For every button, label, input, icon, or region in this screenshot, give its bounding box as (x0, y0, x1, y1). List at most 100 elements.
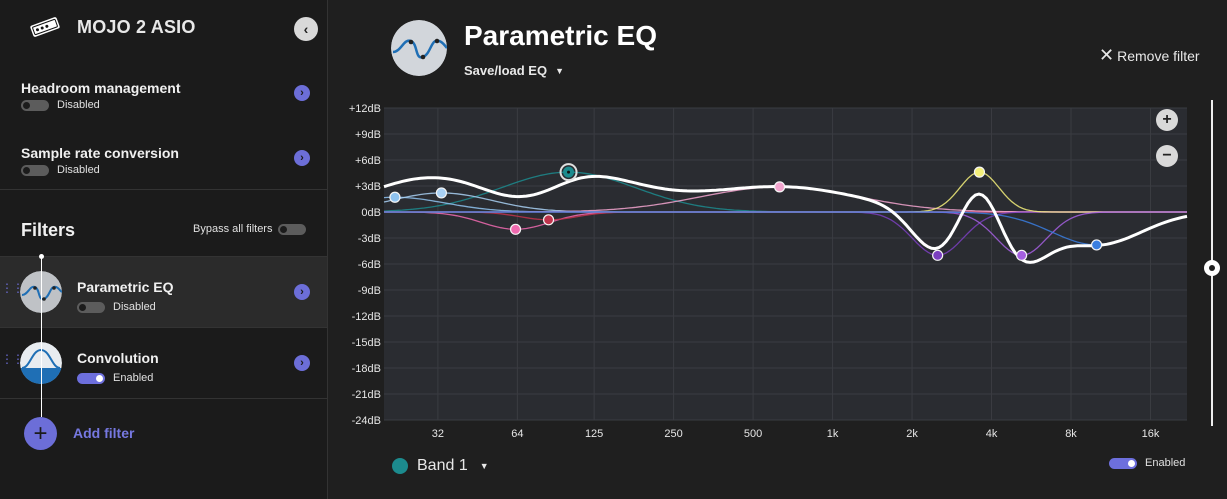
setting-headroom-management[interactable]: Headroom management Disabled (21, 80, 180, 111)
filter-toggle-row: Enabled (77, 372, 153, 384)
band-handle (389, 191, 401, 203)
band-handle (1090, 239, 1103, 251)
x-tick-label: 16k (1142, 428, 1160, 440)
x-tick-label: 32 (432, 428, 444, 440)
band-select-dropdown[interactable]: Band 1 ▼ (392, 457, 489, 475)
caret-down-icon: ▼ (555, 65, 565, 76)
filter-name: Convolution (77, 350, 159, 366)
setting-status: Disabled (57, 99, 100, 111)
x-tick-label: 64 (511, 428, 523, 440)
save-load-label: Save/load EQ (464, 63, 548, 78)
x-tick-label: 4k (986, 428, 998, 440)
y-tick-label: -18dB (352, 363, 381, 375)
y-tick-label: +9dB (355, 129, 381, 141)
eq-chart[interactable]: +12dB +9dB +6dB +3dB 0dB -3dB -6dB -9dB -12dB -15… (329, 100, 1227, 440)
band-handle (932, 249, 944, 261)
plus-icon: + (1162, 111, 1172, 128)
divider (0, 189, 327, 190)
x-tick-label: 250 (664, 428, 682, 440)
parametric-eq-chevron-right-icon[interactable]: › (294, 284, 310, 300)
filter-chain-line (41, 257, 42, 417)
filter-name: Parametric EQ (77, 279, 174, 295)
band-enabled-label: Enabled (1145, 457, 1186, 469)
x-tick-label: 2k (906, 428, 918, 440)
band-handle-selected-ring (559, 163, 578, 182)
setting-title: Headroom management (21, 80, 181, 96)
y-tick-label: +3dB (355, 181, 381, 193)
bypass-toggle[interactable] (278, 223, 307, 235)
y-tick-label: -24dB (352, 415, 381, 427)
y-tick-label: +12dB (349, 103, 381, 115)
band-handle-center (567, 170, 571, 174)
filter-status: Disabled (113, 301, 156, 313)
band-enabled-toggle[interactable] (1109, 457, 1137, 469)
convolution-chevron-right-icon[interactable]: › (294, 355, 310, 371)
bypass-label: Bypass all filters (193, 223, 273, 235)
band-select-label: Band 1 (417, 457, 468, 474)
x-tick-label: 8k (1065, 428, 1077, 440)
divider (0, 398, 327, 399)
band-handle (435, 187, 448, 199)
filter-item-parametric-eq[interactable]: ⋮⋮ Parametric EQ Disabled › (0, 257, 327, 327)
y-tick-label: -15dB (352, 337, 381, 349)
x-tick-label: 1k (827, 428, 839, 440)
zoom-out-button[interactable]: − (1156, 145, 1178, 167)
main-panel: Parametric EQ Save/load EQ ▼ ✕ Remove fi… (329, 0, 1227, 499)
setting-title: Sample rate conversion (21, 145, 179, 161)
convolution-toggle[interactable] (77, 372, 105, 384)
chevron-left-icon: ‹ (303, 21, 309, 37)
y-tick-label: -21dB (352, 389, 381, 401)
parametric-eq-icon (391, 20, 447, 76)
filter-item-convolution[interactable]: ⋮⋮ Convolution Enabled › (0, 328, 327, 398)
headroom-chevron-right-icon[interactable]: › (294, 85, 310, 101)
filter-status: Enabled (113, 372, 154, 384)
y-tick-label: +6dB (355, 155, 381, 167)
sample-rate-chevron-right-icon[interactable]: › (294, 150, 310, 166)
x-tick-label: 125 (585, 428, 603, 440)
device-logo-icon (30, 17, 60, 37)
sample-rate-toggle[interactable] (21, 164, 49, 176)
setting-sample-rate-conversion[interactable]: Sample rate conversion Disabled (21, 145, 179, 176)
band-color-dot (392, 458, 408, 474)
remove-filter-label: Remove filter (1117, 47, 1200, 64)
divider (0, 256, 327, 257)
plus-icon: + (33, 419, 48, 447)
band-curve (384, 211, 1188, 246)
save-load-eq-dropdown[interactable]: Save/load EQ ▼ (464, 63, 564, 78)
band-handle (1016, 249, 1028, 261)
headroom-toggle[interactable] (21, 99, 49, 111)
setting-status: Disabled (57, 164, 100, 176)
caret-down-icon: ▼ (479, 461, 489, 471)
drag-handle-icon[interactable]: ⋮⋮ (1, 352, 24, 366)
parametric-eq-toggle[interactable] (77, 301, 105, 313)
band-handle (973, 166, 986, 178)
zoom-in-button[interactable]: + (1156, 109, 1178, 131)
page-title: Parametric EQ (464, 20, 657, 51)
bypass-all-filters[interactable]: Bypass all filters (193, 223, 307, 235)
gain-slider-handle[interactable] (1204, 260, 1220, 276)
band-handle (509, 223, 522, 235)
y-tick-label: 0dB (361, 207, 381, 219)
band-handle (542, 214, 555, 226)
y-tick-label: -6dB (358, 259, 381, 271)
collapse-sidebar-button[interactable]: ‹ (294, 17, 318, 41)
filter-toggle-row: Disabled (77, 301, 156, 313)
add-filter-button[interactable]: + (24, 417, 57, 450)
minus-icon: − (1162, 147, 1172, 164)
divider (0, 327, 327, 328)
device-title: MOJO 2 ASIO (77, 17, 196, 37)
x-tick-label: 500 (744, 428, 762, 440)
band-handle (773, 181, 786, 193)
band-enabled[interactable]: Enabled (1109, 457, 1185, 469)
filter-chain-start-dot (39, 254, 44, 259)
close-icon: ✕ (1099, 45, 1115, 65)
y-tick-label: -3dB (358, 233, 381, 245)
y-tick-label: -9dB (358, 285, 381, 297)
filters-heading: Filters (21, 220, 76, 240)
combined-response-curve (383, 174, 1188, 264)
y-tick-label: -12dB (352, 311, 381, 323)
drag-handle-icon[interactable]: ⋮⋮ (1, 281, 24, 295)
add-filter-label[interactable]: Add filter (73, 425, 135, 441)
remove-filter-button[interactable]: ✕ Remove filter (1099, 45, 1200, 66)
